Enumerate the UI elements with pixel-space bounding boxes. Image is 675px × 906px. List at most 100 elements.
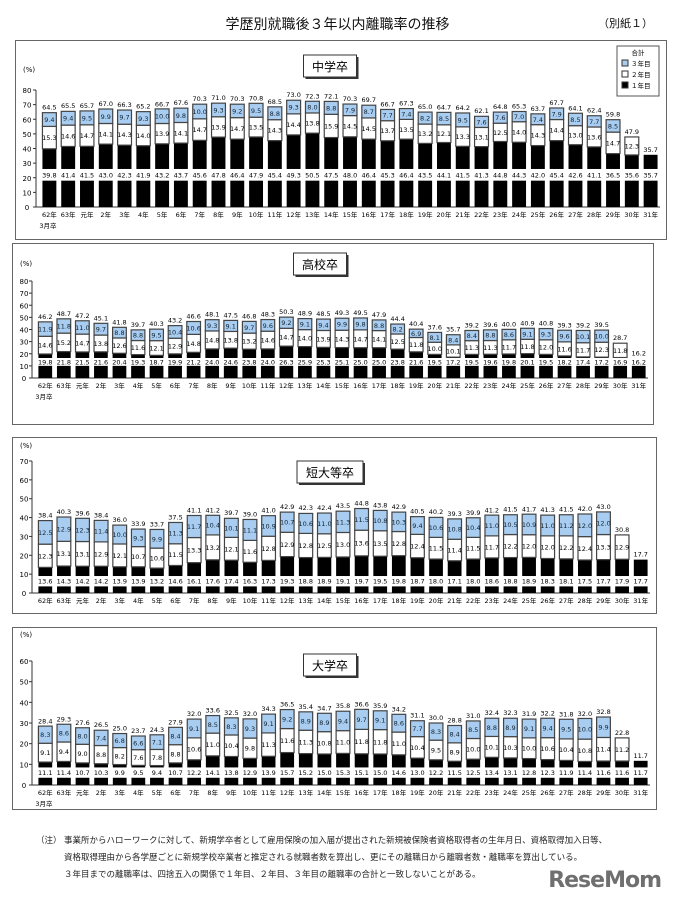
label-year2: 14.1: [99, 130, 113, 138]
label-year3: 6.6: [133, 739, 143, 747]
label-total: 43.0: [596, 503, 610, 511]
label-year1: 47.5: [324, 171, 338, 179]
bar-year3: [464, 329, 480, 342]
x-tick-label: 10年: [242, 381, 257, 390]
bar-year1: [391, 555, 406, 593]
label-year3: 8.8: [487, 724, 497, 732]
label-year2: 9.4: [59, 748, 69, 756]
label-total: 47.9: [625, 128, 639, 136]
label-year3: 9.9: [152, 535, 162, 543]
label-year3: 9.6: [559, 333, 569, 341]
label-year1: 41.5: [455, 171, 469, 179]
label-year3: 9.5: [251, 107, 261, 115]
label-year2: 14.0: [136, 132, 150, 140]
label-total: 47.5: [223, 311, 237, 319]
bar-year3: [60, 110, 76, 126]
y-tick-label: 80: [20, 278, 29, 286]
axis-break-band: [190, 168, 209, 181]
label-total: 17.7: [633, 551, 647, 559]
footnote: （注） 事業所からハローワークに対して、新規学卒者として雇用保険の加入届が提出さ…: [36, 833, 607, 884]
x-tick-label: 26年: [539, 381, 554, 390]
y-tick-label: 70: [20, 458, 29, 466]
bar-year2: [624, 136, 640, 156]
label-year2: 8.9: [449, 749, 459, 757]
bar-year3: [484, 514, 500, 537]
label-year1: 46.4: [362, 171, 376, 179]
label-year3: 9.3: [133, 534, 143, 542]
label-total: 64.2: [455, 104, 469, 112]
y-axis-unit: (%): [20, 442, 32, 450]
x-tick-label: 25年: [522, 596, 537, 605]
label-total: 30.8: [615, 526, 629, 534]
label-year3: 8.5: [468, 726, 478, 734]
x-tick-label: 10年: [243, 788, 258, 797]
bar-year3: [186, 320, 202, 335]
label-year1: 12.8: [522, 769, 536, 777]
label-year1: 41.4: [61, 171, 75, 179]
label-year3: 9.5: [458, 116, 468, 124]
label-year2: 12.4: [578, 545, 592, 553]
bar-year3: [408, 328, 424, 339]
label-total: 39.9: [466, 509, 480, 517]
chart-title-box: [303, 653, 357, 677]
x-tick-label: 11年: [260, 381, 275, 390]
label-total: 48.9: [298, 310, 312, 318]
label-year1: 14.6: [168, 578, 182, 586]
x-tick-label: 23年: [493, 210, 508, 219]
label-total: 73.0: [286, 91, 300, 99]
label-year1: 18.8: [299, 578, 313, 586]
label-year1: 42.6: [568, 171, 582, 179]
label-total: 70.8: [249, 94, 263, 102]
x-tick-label: 2年: [100, 210, 111, 219]
axis-break-band: [258, 357, 277, 366]
label-total: 35.8: [336, 702, 350, 710]
label-year2: 13.0: [336, 541, 350, 549]
y-axis-unit: (%): [20, 631, 32, 639]
label-year2: 13.5: [373, 540, 387, 548]
label-year2: 9.0: [77, 750, 87, 758]
bar-year3: [297, 317, 313, 331]
x-tick-label: 元年: [76, 381, 90, 390]
label-year3: 11.3: [336, 518, 350, 526]
label-year2: 12.4: [410, 543, 424, 551]
label-total: 40.3: [57, 508, 71, 516]
label-total: 67.0: [99, 100, 113, 108]
y-tick-label: 20: [23, 175, 32, 183]
x-tick-label: 30年: [615, 788, 630, 797]
label-year1: 17.5: [578, 578, 592, 586]
label-year1: 48.0: [343, 171, 357, 179]
label-year1: 24.0: [205, 358, 219, 366]
label-year3: 10.0: [192, 108, 206, 116]
label-total: 28.8: [447, 716, 461, 724]
bar-year3: [354, 507, 370, 531]
label-year1: 14.6: [392, 769, 406, 777]
legend-label: ３年目: [631, 59, 651, 68]
label-year3: 8.3: [40, 731, 50, 739]
label-year2: 10.0: [522, 745, 536, 753]
label-year2: 11.8: [354, 738, 368, 746]
x-tick-label: 7年: [189, 596, 200, 605]
label-year3: 9.5: [82, 114, 92, 122]
label-year1: 18.9: [522, 578, 536, 586]
x-tick-label: 16年: [354, 788, 369, 797]
label-year1: 18.0: [429, 578, 443, 586]
label-total: 70.3: [192, 95, 206, 103]
x-tick-label: 16年: [361, 210, 376, 219]
axis-break-band: [115, 168, 134, 181]
axis-break-band: [445, 576, 464, 587]
label-year1: 15.0: [317, 769, 331, 777]
bar-year1: [624, 154, 639, 207]
label-year1: 12.3: [540, 769, 554, 777]
label-year3: 10.0: [578, 725, 592, 733]
axis-break-band: [296, 767, 315, 778]
axis-break-band: [631, 767, 650, 778]
legend-label: ２年目: [631, 70, 651, 79]
label-year2: 13.9: [316, 335, 330, 343]
label-year2: 14.7: [192, 126, 206, 134]
label-year1: 18.6: [485, 578, 499, 586]
axis-break-band: [55, 576, 73, 587]
x-tick-label: 21年: [446, 381, 461, 390]
label-year3: 10.8: [447, 526, 461, 534]
label-year2: 14.7: [230, 125, 244, 133]
label-year1: 11.4: [57, 769, 71, 777]
